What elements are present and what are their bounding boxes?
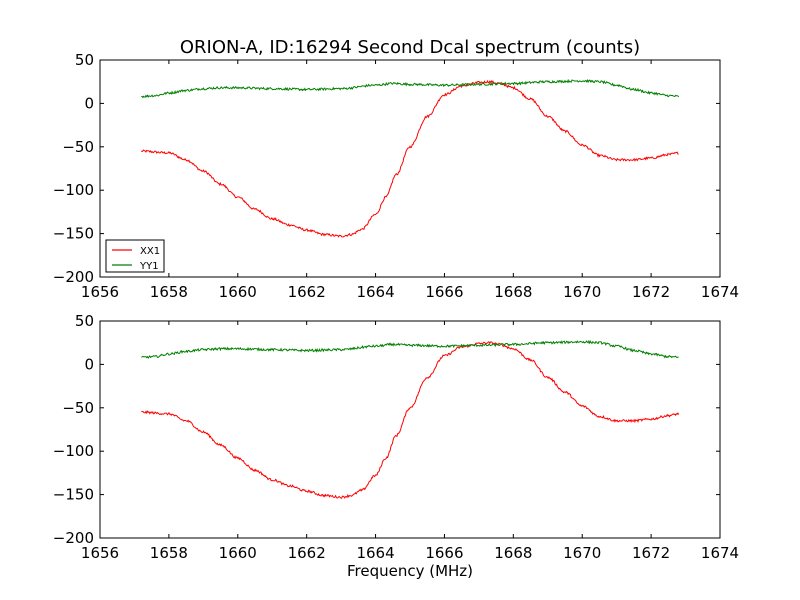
series-line-yy1 [141, 78, 680, 99]
x-tick-label: 1660 [219, 544, 257, 562]
y-tick-label: −100 [53, 181, 94, 199]
series-line-p1-0 [141, 341, 680, 499]
x-tick-label: 1666 [425, 544, 463, 562]
x-tick-label: 1662 [288, 544, 326, 562]
y-tick-label: −50 [62, 138, 94, 156]
y-tick-label: −50 [62, 399, 94, 417]
x-tick-label: 1666 [425, 283, 463, 301]
x-tick-label: 1662 [288, 283, 326, 301]
axes-frame [99, 320, 721, 539]
x-tick-label: 1664 [356, 544, 394, 562]
x-tick-label: 1670 [563, 544, 601, 562]
y-tick-label: 0 [84, 94, 94, 112]
x-tick-label: 1674 [701, 283, 739, 301]
legend-label-yy1: YY1 [139, 261, 159, 272]
y-tick-label: −150 [53, 225, 94, 243]
x-axis-label: Frequency (MHz) [347, 562, 473, 580]
x-tick-label: 1672 [632, 544, 670, 562]
figure-title: ORION-A, ID:16294 Second Dcal spectrum (… [180, 37, 640, 58]
top-panel: 1656 1658 1660 1662 1664 1666 1668 1670 1672 1674… [53, 51, 739, 301]
x-tick-label: 1664 [356, 283, 394, 301]
x-tick-label: 1674 [701, 544, 739, 562]
x-tick-label: 1668 [494, 544, 532, 562]
y-tick-label: 0 [84, 355, 94, 373]
x-tick-label: 1656 [81, 283, 119, 301]
bottom-panel: 1656 1658 1660 1662 1664 1666 1668 1670 1672 1674… [53, 312, 739, 562]
legend-label-xx1: XX1 [140, 246, 160, 257]
axes-frame [99, 59, 721, 278]
series-line-xx1 [140, 79, 679, 238]
y-tick-label: −100 [53, 442, 94, 460]
y-tick-label: −150 [53, 486, 94, 504]
y-tick-label: 50 [75, 51, 94, 69]
x-tick-label: 1658 [150, 283, 188, 301]
x-tick-label: 1670 [563, 283, 601, 301]
legend-box [105, 239, 165, 273]
x-tick-label: 1668 [494, 283, 532, 301]
x-tick-label: 1656 [81, 544, 119, 562]
x-tick-label: 1672 [632, 283, 670, 301]
y-tick-label: −200 [53, 268, 94, 286]
y-tick-label: 50 [75, 312, 94, 330]
x-tick-label: 1658 [150, 544, 188, 562]
x-tick-label: 1660 [219, 283, 257, 301]
y-tick-label: −200 [53, 529, 94, 547]
series-line-p1-1 [141, 339, 679, 359]
